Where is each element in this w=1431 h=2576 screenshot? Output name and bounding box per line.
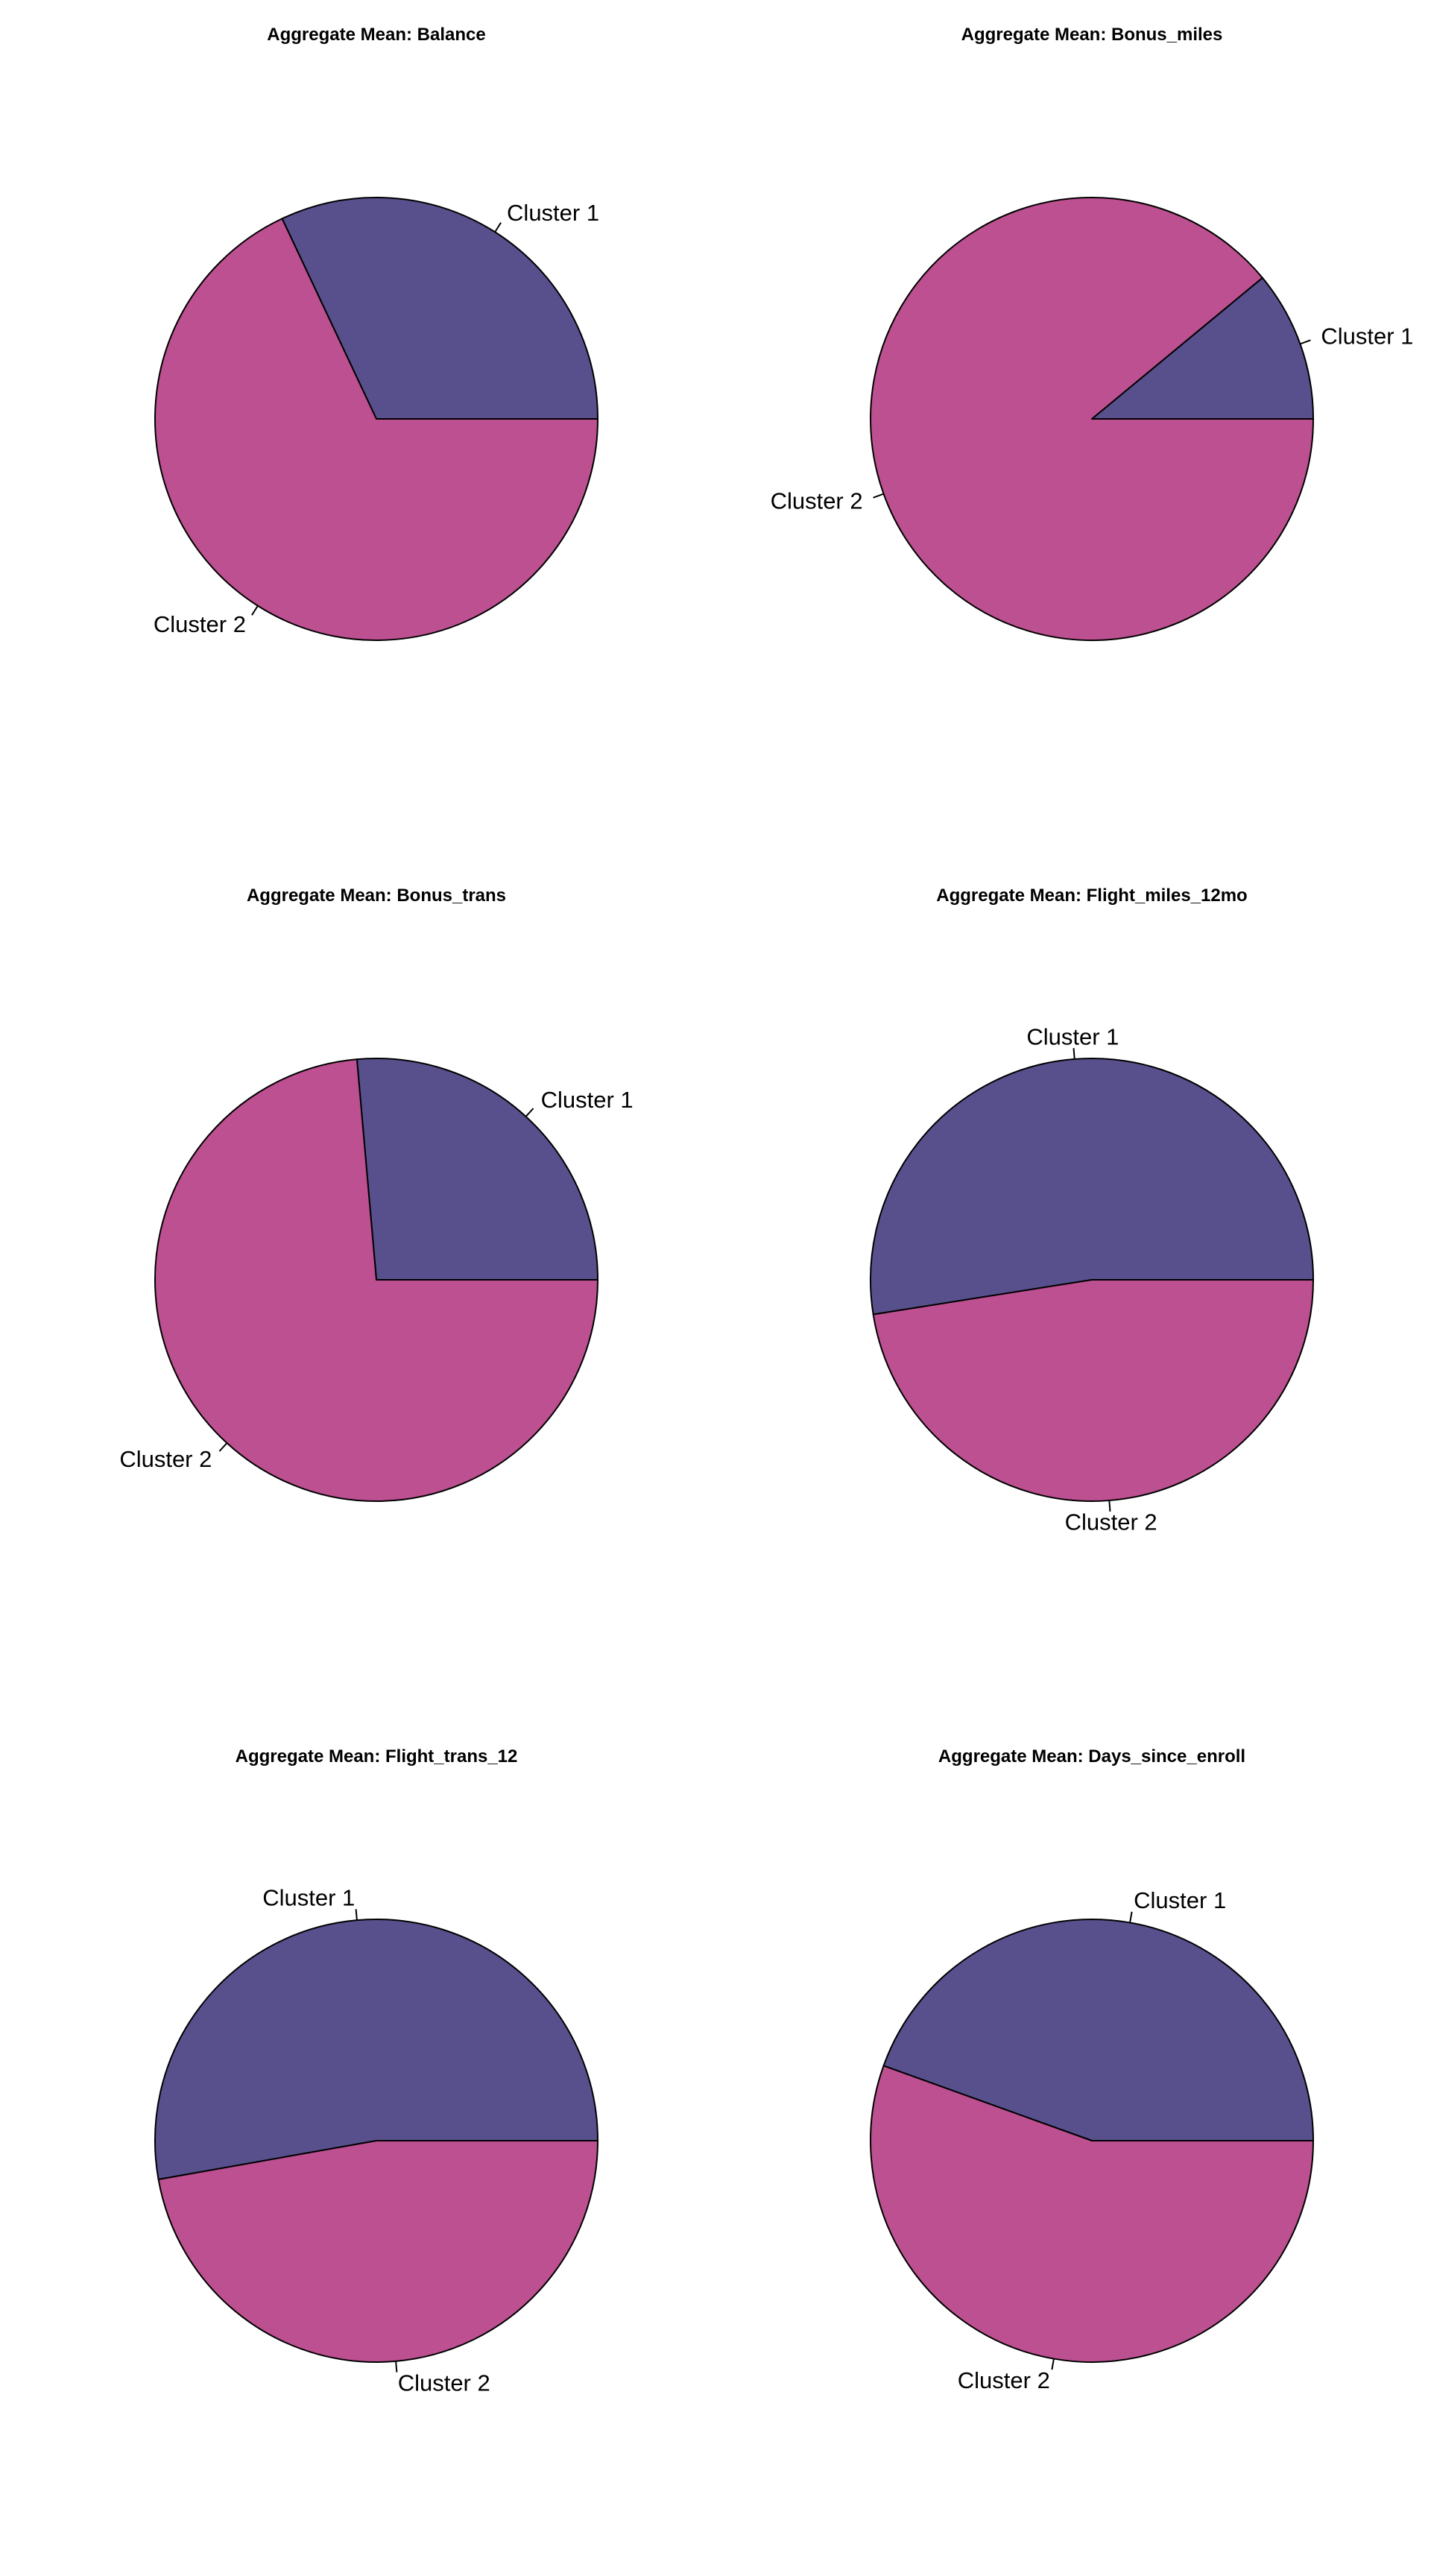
pie-slice-cluster-1 <box>1091 277 1314 420</box>
slice-label-cluster-2: Cluster 2 <box>958 2367 1050 2393</box>
pie-panel-6: Aggregate Mean: Days_since_enroll Cluster… <box>870 1746 1314 2393</box>
slice-label-cluster-1: Cluster 1 <box>1321 323 1413 349</box>
slice-label-cluster-1: Cluster 1 <box>1026 1023 1119 1049</box>
slice-label-cluster-1: Cluster 1 <box>541 1087 634 1113</box>
panel-title: Aggregate Mean: Flight_miles_12mo <box>936 886 1247 906</box>
pie-slice-cluster-2 <box>154 218 598 641</box>
slice-label-tick <box>525 1108 534 1117</box>
slice-label-tick <box>1108 1500 1111 1512</box>
panel-title: Aggregate Mean: Flight_trans_12 <box>236 1746 518 1767</box>
slice-label-tick <box>1051 2358 1055 2370</box>
pie-panel-3: Aggregate Mean: Bonus_trans Cluster 1 Clus… <box>119 886 634 1502</box>
pie-panel-5: Aggregate Mean: Flight_trans_12 Cluster 1… <box>154 1746 598 2396</box>
slice-label-tick <box>218 1442 228 1452</box>
slice-label-cluster-2: Cluster 2 <box>154 611 246 637</box>
pie-panel-2: Aggregate Mean: Bonus_miles Cluster 1 Clus… <box>771 25 1413 641</box>
pie-slice-cluster-1 <box>356 1058 598 1281</box>
slice-label-tick <box>355 1909 358 1921</box>
pie-panel-1: Aggregate Mean: Balance Cluster 1 Cluster … <box>154 25 599 641</box>
pie-slice-cluster-1 <box>882 1919 1314 2141</box>
slice-label-tick <box>251 605 259 616</box>
panel-title: Aggregate Mean: Days_since_enroll <box>938 1746 1245 1767</box>
pie-panel-4: Aggregate Mean: Flight_miles_12mo Cluster… <box>870 886 1314 1535</box>
slice-label-cluster-1: Cluster 1 <box>1134 1887 1226 1913</box>
slice-label-tick <box>494 222 502 233</box>
pie-slice-cluster-2 <box>870 2065 1314 2363</box>
slice-label-tick <box>1129 1911 1133 1923</box>
slice-label-cluster-2: Cluster 2 <box>1065 1509 1157 1535</box>
slice-label-cluster-2: Cluster 2 <box>398 2370 490 2396</box>
slice-label-cluster-2: Cluster 2 <box>119 1446 212 1472</box>
slice-label-tick <box>873 493 884 499</box>
slice-label-tick <box>395 2361 398 2373</box>
pie-slice-cluster-2 <box>870 197 1314 641</box>
pie-slice-cluster-1 <box>281 197 598 420</box>
panel-title: Aggregate Mean: Balance <box>267 25 485 45</box>
slice-label-cluster-1: Cluster 1 <box>507 200 599 226</box>
slice-label-tick <box>1300 339 1311 345</box>
pie-slice-cluster-2 <box>872 1279 1314 1502</box>
slice-label-tick <box>1073 1048 1075 1059</box>
pie-slice-cluster-1 <box>154 1919 598 2180</box>
panel-title: Aggregate Mean: Bonus_trans <box>247 886 506 906</box>
slice-label-cluster-1: Cluster 1 <box>262 1885 355 1911</box>
slice-label-cluster-2: Cluster 2 <box>771 488 863 514</box>
panel-title: Aggregate Mean: Bonus_miles <box>961 25 1223 45</box>
pie-slice-cluster-1 <box>870 1057 1314 1316</box>
